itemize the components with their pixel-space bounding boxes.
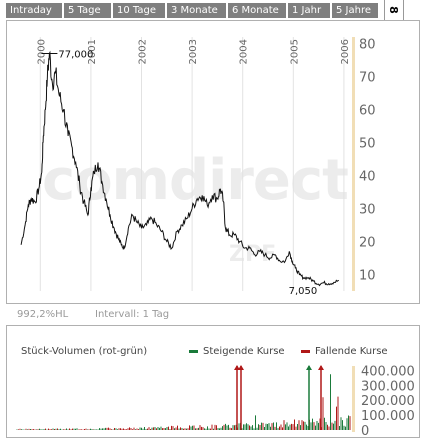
volume-axis-bar [352,366,355,432]
x-tick-label: 2006 [340,39,351,64]
volume-tick-label: 100.000 [361,409,415,424]
price-chart: comdirect ZPF 2000 2001 2002 2003 2004 2005 20… [20,37,376,297]
clip-arrow-icon [306,365,312,370]
y-tick-label: 10 [359,269,376,284]
watermark: comdirect [42,148,348,213]
y-tick-label: 20 [359,236,376,251]
y-tick-label: 30 [359,203,376,218]
percent-hl: 992,2%HL [17,309,69,320]
x-tick-label: 2005 [289,39,300,64]
right-axis-bar [352,37,355,291]
y-tick-label: 80 [359,38,376,53]
tab-10-tage[interactable]: 10 Tage [113,3,165,18]
x-tick-label: 2003 [188,39,199,64]
tab-5-tage[interactable]: 5 Tage [64,3,111,18]
x-tick-label: 2002 [138,39,149,64]
period-tabs: Intraday 5 Tage 10 Tage 3 Monate 6 Monat… [6,3,378,18]
y-tick-label: 50 [359,137,376,152]
low-label: 7,050 [289,286,318,297]
tab-3-monate[interactable]: 3 Monate [167,3,226,18]
clip-arrow-icon [318,365,324,370]
x-tick-label: 2004 [239,39,250,64]
legend-down: Fallende Kurse [301,346,388,357]
high-label: 77,000 [58,49,93,60]
x-tick-label: 2000 [36,39,47,64]
volume-tick-label: 200.000 [361,394,415,409]
volume-chart-panel: Stück-Volumen (rot-grün) Steigende Kurse… [6,325,420,439]
tab-6-monate[interactable]: 6 Monate [228,3,286,18]
volume-tick-label: 400.000 [361,364,415,379]
legend-down-swatch [301,350,310,353]
price-line [20,50,339,287]
tab-5-jahre[interactable]: 5 Jahre [332,3,378,18]
symbol-watermark: ZPF [229,242,276,267]
tab-intraday[interactable]: Intraday [6,3,62,18]
volume-tick-label: 0 [361,424,369,437]
volume-tick-label: 300.000 [361,379,415,394]
tab-extra[interactable]: 8 [384,0,404,22]
price-chart-panel: comdirect ZPF 2000 2001 2002 2003 2004 2005 20… [6,20,420,320]
y-tick-label: 40 [359,170,376,185]
legend-up-label: Steigende Kurse [203,346,285,357]
y-tick-label: 60 [359,104,376,119]
x-tick-label: 2001 [87,39,98,64]
y-tick-label: 70 [359,71,376,86]
legend-up-swatch [189,350,198,353]
legend-down-label: Fallende Kurse [315,346,388,357]
clip-arrow-icon [238,365,244,370]
legend-up: Steigende Kurse [189,346,285,357]
interval-label: Intervall: 1 Tag [95,309,170,320]
tab-1-jahr[interactable]: 1 Jahr [288,3,330,18]
clip-arrow-icon [234,365,240,370]
volume-title: Stück-Volumen (rot-grün) [21,346,148,357]
